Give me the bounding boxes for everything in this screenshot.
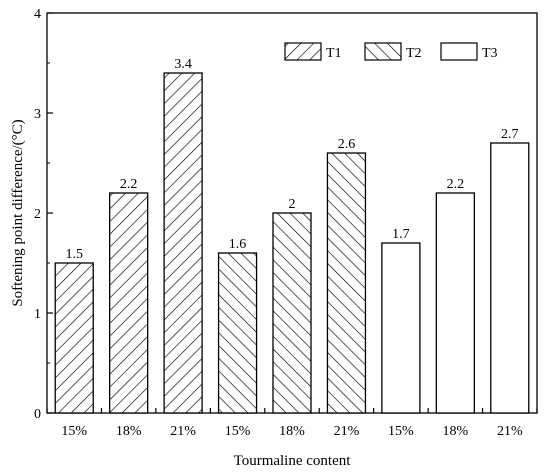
data-label: 1.6 xyxy=(229,237,247,252)
x-tick-label: 15% xyxy=(225,424,251,439)
data-label: 2.6 xyxy=(338,137,356,152)
data-label: 1.7 xyxy=(392,227,410,242)
x-tick-label: 18% xyxy=(442,424,468,439)
x-tick-labels: 15% 18% 21% 15% 18% 21% 15% 18% 21% xyxy=(61,424,523,439)
data-labels-group: 1.5 2.2 3.4 1.6 2 2.6 1.7 2.2 2.7 xyxy=(65,57,518,262)
y-tick-label: 0 xyxy=(34,407,41,422)
bar-t2 xyxy=(326,152,367,414)
y-tick-label: 4 xyxy=(34,7,41,22)
data-label: 2.2 xyxy=(120,177,138,192)
x-tick-label: 21% xyxy=(334,424,360,439)
legend-label-t2: T2 xyxy=(406,46,422,61)
y-axis-title: Softening point difference/(°C) xyxy=(10,119,26,306)
x-tick-label: 15% xyxy=(61,424,87,439)
bar-t1 xyxy=(109,192,149,414)
bar-t1 xyxy=(54,262,94,414)
bar-t3 xyxy=(435,192,475,414)
x-tick-label: 18% xyxy=(116,424,142,439)
bar-t3 xyxy=(490,142,530,414)
y-tick-label: 3 xyxy=(34,107,41,122)
x-axis-title: Tourmaline content xyxy=(234,453,352,469)
x-tick-label: 21% xyxy=(497,424,523,439)
legend: T1 T2 T3 xyxy=(284,42,498,61)
x-tick-label: 18% xyxy=(279,424,305,439)
y-tick-labels: 0 1 2 3 4 xyxy=(34,7,41,422)
data-label: 1.5 xyxy=(65,247,83,262)
legend-swatch-t2 xyxy=(364,42,402,61)
bar-t1 xyxy=(163,72,203,414)
bar-t2 xyxy=(217,252,258,414)
y-tick-label: 1 xyxy=(34,307,41,322)
legend-label-t1: T1 xyxy=(326,46,342,61)
legend-label-t3: T3 xyxy=(482,46,498,61)
bars-group xyxy=(54,72,530,414)
data-label: 2 xyxy=(289,197,296,212)
bar-t2 xyxy=(272,212,312,414)
data-label: 2.2 xyxy=(447,177,465,192)
y-tick-label: 2 xyxy=(34,207,41,222)
data-label: 2.7 xyxy=(501,127,519,142)
legend-swatch-t3 xyxy=(440,42,478,61)
legend-swatch-t1 xyxy=(284,42,322,61)
data-label: 3.4 xyxy=(174,57,192,72)
x-tick-label: 21% xyxy=(170,424,196,439)
bar-t3 xyxy=(381,242,421,414)
x-tick-label: 15% xyxy=(388,424,414,439)
